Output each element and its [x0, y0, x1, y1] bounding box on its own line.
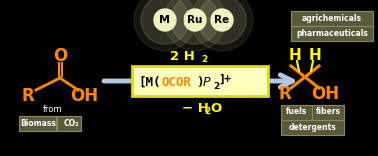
- FancyBboxPatch shape: [291, 11, 373, 26]
- Text: ]+: ]+: [219, 73, 232, 84]
- Text: M: M: [160, 15, 170, 25]
- FancyBboxPatch shape: [312, 105, 344, 119]
- FancyBboxPatch shape: [291, 26, 373, 41]
- Ellipse shape: [198, 0, 246, 44]
- Text: R: R: [279, 85, 291, 103]
- Text: detergents: detergents: [289, 122, 336, 132]
- Text: $\it{P}$: $\it{P}$: [202, 76, 212, 89]
- Text: fibers: fibers: [316, 107, 341, 117]
- Text: H: H: [308, 49, 321, 63]
- Ellipse shape: [171, 0, 219, 44]
- Text: pharmaceuticals: pharmaceuticals: [296, 29, 368, 38]
- Ellipse shape: [164, 0, 226, 51]
- FancyBboxPatch shape: [57, 115, 81, 131]
- FancyBboxPatch shape: [132, 66, 268, 96]
- Ellipse shape: [191, 0, 253, 51]
- FancyBboxPatch shape: [19, 115, 56, 131]
- Text: 2 H: 2 H: [170, 49, 195, 63]
- Text: 2: 2: [201, 54, 207, 63]
- Text: O: O: [53, 47, 67, 65]
- Text: from: from: [43, 105, 63, 115]
- Text: Re: Re: [214, 15, 229, 25]
- Text: OH: OH: [70, 87, 98, 105]
- Text: O: O: [210, 102, 221, 115]
- FancyBboxPatch shape: [281, 119, 344, 134]
- Text: CO: CO: [64, 119, 76, 127]
- Text: 2: 2: [75, 122, 79, 127]
- Text: 2: 2: [204, 107, 210, 117]
- Ellipse shape: [134, 0, 196, 51]
- Text: fuels: fuels: [286, 107, 307, 117]
- Text: R: R: [22, 87, 34, 105]
- Text: OH: OH: [311, 85, 339, 103]
- Text: Biomass: Biomass: [20, 119, 56, 127]
- FancyArrowPatch shape: [104, 75, 293, 87]
- Text: ): ): [196, 76, 203, 89]
- Ellipse shape: [211, 9, 233, 31]
- Text: OCOR: OCOR: [161, 76, 191, 89]
- FancyBboxPatch shape: [281, 105, 312, 119]
- Ellipse shape: [184, 9, 206, 31]
- Ellipse shape: [141, 0, 189, 44]
- Text: Ru: Ru: [187, 15, 203, 25]
- Text: agrichemicals: agrichemicals: [302, 14, 362, 23]
- Text: [M(: [M(: [138, 76, 161, 89]
- Text: H: H: [289, 49, 301, 63]
- Ellipse shape: [154, 9, 176, 31]
- Text: − H: − H: [182, 102, 209, 115]
- Text: 2: 2: [213, 82, 219, 91]
